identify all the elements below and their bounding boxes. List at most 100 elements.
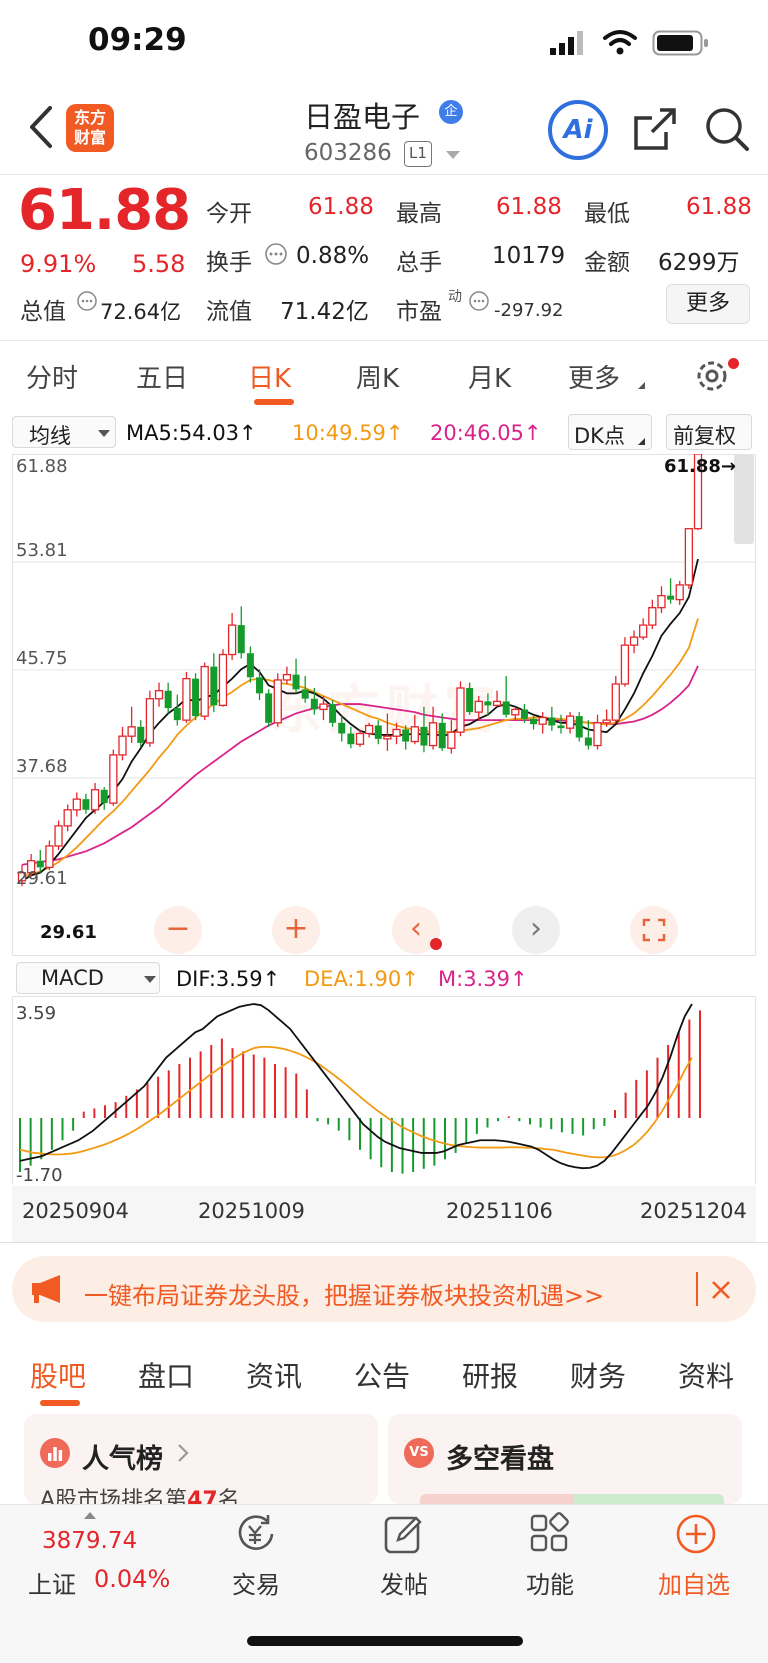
ma20-value: 20:46.05↑ [430,421,542,445]
tab-more-caret-icon [638,382,645,389]
candle [256,677,264,694]
candle [100,789,108,804]
candle [383,735,392,740]
candle [364,724,374,735]
tab-monthly-k[interactable]: 月K [468,364,512,394]
volume-value: 10179 [492,243,566,269]
chevron-up-icon[interactable] [84,1512,96,1519]
tab-financials[interactable]: 财务 [570,1360,627,1393]
info-icon[interactable] [264,242,288,266]
ma5-value: MA5:54.03↑ [126,421,257,445]
kline-chart[interactable]: 61.88 53.81 45.75 37.68 29.61 [12,454,756,956]
tab-announcements[interactable]: 公告 [354,1360,411,1393]
quote-divider [0,340,768,341]
candle [338,722,346,734]
candle [26,860,36,874]
promo-banner[interactable] [12,1256,756,1322]
close-icon[interactable] [710,1279,732,1301]
low-label: 最低 [584,201,630,227]
bear-bar [574,1494,724,1506]
scroll-right-button[interactable]: › [512,906,560,954]
zoom-out-button[interactable]: − [154,906,202,954]
post-icon[interactable] [382,1512,426,1556]
tab-more[interactable]: 更多 [568,364,621,394]
dea-line [19,1045,693,1159]
index-name[interactable]: 上证 [28,1571,76,1599]
add-watchlist-icon[interactable] [674,1512,718,1556]
back-icon[interactable] [26,104,58,150]
pe-superscript: 动 [448,289,462,305]
index-change[interactable]: 0.04% [94,1565,171,1593]
ranking-chart-icon [40,1438,70,1468]
trade-icon[interactable] [234,1512,278,1556]
candle [538,716,547,725]
zoom-in-button[interactable]: + [272,906,320,954]
candle [210,666,218,706]
more-fields-button[interactable]: 更多 [666,284,750,324]
popularity-card[interactable] [24,1414,378,1504]
ai-button[interactable]: Ai [548,100,608,160]
candle [474,700,483,713]
tab-research[interactable]: 研报 [462,1360,519,1393]
functions-icon[interactable] [528,1512,572,1556]
candle [667,595,675,600]
banner-text[interactable]: 一键布局证券龙头股，把握证券板块投资机遇>> [84,1282,605,1310]
search-icon[interactable] [704,106,750,152]
candle [237,625,245,654]
candle [310,698,318,710]
candle [492,700,502,707]
info-icon[interactable] [468,290,490,312]
functions-label[interactable]: 功能 [526,1571,574,1599]
tab-order-book[interactable]: 盘口 [138,1360,195,1393]
candle [502,701,510,715]
x-axis-bar [12,1186,756,1242]
candle [520,709,528,719]
level-badge[interactable]: L1 [404,141,432,167]
code-dropdown-icon[interactable] [446,151,460,159]
tab-daily-k[interactable]: 日K [248,364,292,394]
dk-caret-icon [638,438,645,445]
macd-bottom-label: -1.70 [16,1165,63,1186]
x-axis-label: 20251106 [446,1199,553,1223]
chart-scrollbar[interactable] [734,454,754,544]
tab-weekly-k[interactable]: 周K [356,364,400,394]
popularity-title: 人气榜 [82,1444,163,1475]
tab-profile[interactable]: 资料 [678,1360,735,1393]
macd-select[interactable]: MACD [16,962,160,994]
macd-top-label: 3.59 [16,1003,57,1024]
y-axis-label: 61.88 [16,456,68,477]
add-watchlist-label[interactable]: 加自选 [658,1571,730,1599]
candle [118,735,127,756]
candle [511,708,520,716]
kline-chart-panel[interactable] [12,454,756,956]
trade-label[interactable]: 交易 [232,1571,280,1599]
high-label: 最高 [396,201,442,227]
candle [109,754,118,804]
bull-bar [420,1494,574,1506]
x-axis-label: 20250904 [22,1199,129,1223]
fullscreen-button[interactable] [630,906,678,954]
candle [584,737,592,746]
candle [282,673,292,681]
macd-chart[interactable] [12,996,756,1184]
candle [456,687,465,733]
candle [639,624,648,638]
tab-intraday[interactable]: 分时 [26,364,79,394]
notification-dot [728,358,739,369]
index-value[interactable]: 3879.74 [42,1528,138,1554]
tab-five-day[interactable]: 五日 [136,364,189,394]
tab-news[interactable]: 资讯 [246,1360,303,1393]
bull-bear-card[interactable] [388,1414,742,1504]
candle [557,725,565,729]
info-icon[interactable] [76,290,98,312]
candle [301,689,309,699]
post-label[interactable]: 发帖 [380,1571,428,1599]
macd-chart-panel[interactable] [12,996,756,1184]
tab-forum[interactable]: 股吧 [30,1360,87,1393]
ma10-line [21,618,699,878]
settings-icon[interactable] [694,358,730,394]
candle [548,717,556,726]
share-icon[interactable] [632,106,678,152]
candle [428,722,438,747]
adjust-button[interactable]: 前复权 [666,414,752,450]
